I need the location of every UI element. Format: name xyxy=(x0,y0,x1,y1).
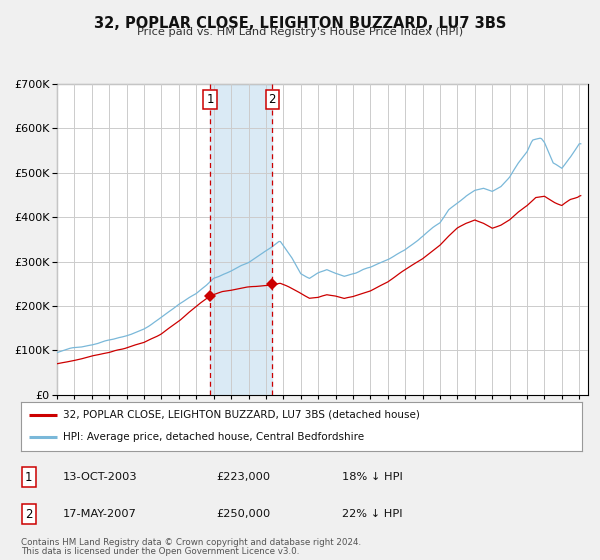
Text: 2: 2 xyxy=(25,507,32,521)
Text: HPI: Average price, detached house, Central Bedfordshire: HPI: Average price, detached house, Cent… xyxy=(63,432,364,442)
Text: 32, POPLAR CLOSE, LEIGHTON BUZZARD, LU7 3BS (detached house): 32, POPLAR CLOSE, LEIGHTON BUZZARD, LU7 … xyxy=(63,410,420,420)
Bar xyxy=(210,84,272,395)
Text: 18% ↓ HPI: 18% ↓ HPI xyxy=(342,472,403,482)
Text: Price paid vs. HM Land Registry's House Price Index (HPI): Price paid vs. HM Land Registry's House … xyxy=(137,27,463,37)
Text: 1: 1 xyxy=(25,470,32,484)
Text: 1: 1 xyxy=(206,94,214,106)
Text: £223,000: £223,000 xyxy=(216,472,270,482)
Text: 32, POPLAR CLOSE, LEIGHTON BUZZARD, LU7 3BS: 32, POPLAR CLOSE, LEIGHTON BUZZARD, LU7 … xyxy=(94,16,506,31)
Text: Contains HM Land Registry data © Crown copyright and database right 2024.: Contains HM Land Registry data © Crown c… xyxy=(21,538,361,547)
Text: 2: 2 xyxy=(269,94,276,106)
Text: 22% ↓ HPI: 22% ↓ HPI xyxy=(342,509,403,519)
Text: 13-OCT-2003: 13-OCT-2003 xyxy=(63,472,137,482)
Text: 17-MAY-2007: 17-MAY-2007 xyxy=(63,509,137,519)
Text: £250,000: £250,000 xyxy=(216,509,270,519)
Text: This data is licensed under the Open Government Licence v3.0.: This data is licensed under the Open Gov… xyxy=(21,547,299,556)
